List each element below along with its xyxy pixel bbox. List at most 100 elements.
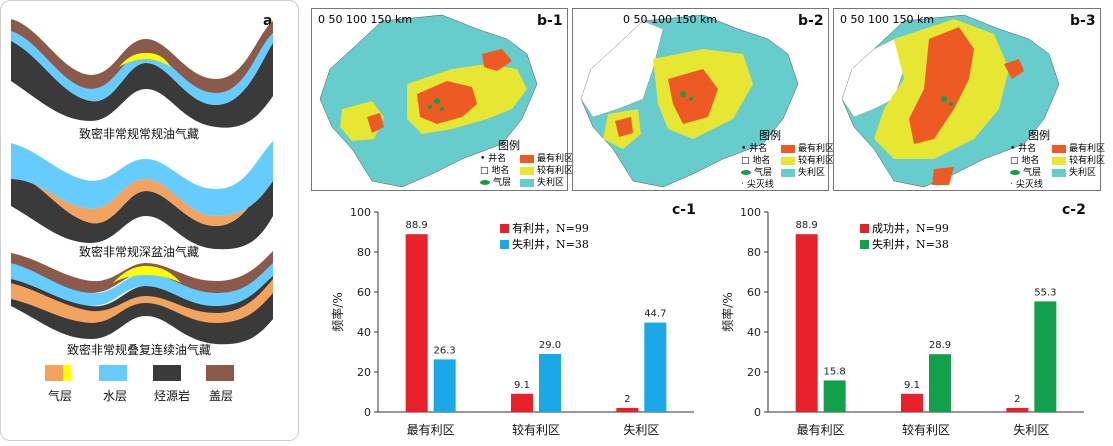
bar: [1034, 301, 1057, 412]
bar-value-label: 44.7: [644, 309, 666, 320]
legend-title: 图例: [759, 129, 781, 142]
panel-a-label: a: [263, 13, 273, 29]
legend-best: 最有利区: [520, 151, 573, 164]
map-b-2-legend: 图例 • 井名 □ 地名 气层 ˑ 尖灭线 最有利区 较有利区 失利区: [741, 127, 834, 191]
legend-good: 较有利区: [781, 153, 834, 166]
legend-title: 图例: [498, 139, 520, 152]
y-tick-label: 0: [754, 406, 761, 419]
category-label: 最有利区: [407, 423, 455, 437]
legend-water-label: 水层: [103, 389, 128, 403]
bar-value-label: 9.1: [904, 380, 920, 391]
legend-gas: 气层: [1010, 165, 1041, 178]
bar-chart-svg: 0 20 40 60 80 100 频率/% 88.9 15.8 最有利区 9.1 28.9 较有利区 2…: [720, 206, 1084, 437]
bar-value-label: 88.9: [406, 220, 428, 231]
bar-value-label: 2: [624, 394, 630, 405]
reservoir-cross-sections: [11, 19, 273, 345]
model-deep-basin-diagram: [11, 141, 273, 250]
legend-well: • 井名: [1010, 144, 1037, 154]
legend-well: • 井名: [741, 144, 768, 154]
bar: [644, 322, 667, 412]
map-b-2-drawing: [580, 14, 799, 188]
y-tick-label: 100: [740, 206, 761, 219]
bar: [795, 234, 818, 412]
cap-rock-swatch: [206, 365, 234, 381]
map-b-3-label: b-3: [1070, 13, 1096, 29]
model-stacked-continuous-diagram: [11, 251, 273, 345]
y-tick-label: 60: [747, 286, 761, 299]
y-tick-label: 80: [747, 246, 761, 259]
legend-gas-label: 气层: [48, 389, 73, 403]
legend-gas: 气层: [741, 165, 772, 178]
legend-good: 较有利区: [520, 163, 573, 176]
legend-place: □ 地名: [1010, 156, 1040, 166]
legend-series-2: 失利井，N=38: [500, 236, 589, 252]
map-b-2-label: b-2: [798, 13, 824, 29]
category-label: 失利区: [1013, 422, 1049, 437]
bar: [405, 234, 428, 412]
bar-value-label: 28.9: [929, 340, 951, 351]
bar: [901, 393, 923, 412]
legend-best: 最有利区: [781, 141, 834, 154]
y-tick-label: 60: [357, 286, 371, 299]
legend-fail: 失利区: [781, 165, 825, 178]
bar-value-label: 29.0: [539, 340, 561, 351]
bar-value-label: 88.9: [796, 220, 818, 231]
legend-good: 较有利区: [1052, 153, 1105, 166]
scale-bar: 0 50 100 150 km: [623, 13, 718, 26]
legend-series-1: 有利井，N=99: [500, 220, 589, 236]
legend-well: • 井名: [480, 154, 507, 164]
bar-value-label: 55.3: [1034, 287, 1056, 298]
map-b-1-label: b-1: [537, 13, 563, 29]
legend-source-rock-label: 烃源岩: [154, 389, 191, 403]
map-b-1: 0 50 100 150 km b-1 图例 • 井名 □ 地名 气层 最有利区…: [311, 8, 573, 191]
bar: [1006, 408, 1029, 412]
y-tick-label: 20: [357, 366, 371, 379]
model-conventional-diagram: [11, 19, 273, 128]
legend-series-2: 失利井，N=38: [860, 236, 949, 252]
bar-value-label: 9.1: [514, 380, 530, 391]
source-rock-swatch: [153, 365, 181, 381]
bar: [616, 408, 639, 412]
bar: [823, 380, 846, 412]
category-label: 最有利区: [797, 423, 845, 437]
y-tick-label: 0: [364, 406, 371, 419]
chart-c-1-label: c-1: [672, 202, 696, 218]
bar-value-label: 2: [1014, 394, 1020, 405]
category-label: 较有利区: [902, 422, 950, 437]
chart-c-2: 0 20 40 60 80 100 频率/% 88.9 15.8 最有利区 9.1 28.9 较有利区 2…: [710, 200, 1100, 446]
chart-c-1: 0 20 40 60 80 100 频率/% 88.9 26.3 最有利区 9.1 29.0 较有利区 2…: [320, 200, 710, 446]
bar-value-label: 26.3: [434, 345, 456, 356]
y-tick-label: 80: [357, 246, 371, 259]
map-b-3: 0 50 100 150 km b-3 图例 • 井名 □ 地名 气层 ˑ 尖灭…: [833, 8, 1105, 191]
caption-conventional: 致密非常规常规油气藏: [79, 127, 200, 141]
y-axis-label: 频率/%: [720, 292, 735, 331]
legend-series-1: 成功井，N=99: [860, 220, 949, 236]
legend-place: □ 地名: [480, 166, 510, 176]
legend-pinchout: ˑ 尖灭线: [1010, 180, 1043, 190]
bar-chart-svg: 0 20 40 60 80 100 频率/% 88.9 26.3 最有利区 9.1 29.0 较有利区 2…: [330, 206, 694, 437]
panel-a-reservoir-models: a 致密非常规常规油气藏 致密非常规深盆油气藏 致密非常规叠复连续油气藏: [0, 0, 299, 441]
legend-place: □ 地名: [741, 156, 771, 166]
bar: [433, 359, 456, 412]
caption-stacked-continuous: 致密非常规叠复连续油气藏: [67, 343, 212, 357]
legend-title: 图例: [1028, 129, 1050, 142]
y-tick-label: 40: [357, 326, 371, 339]
legend-fail: 失利区: [1052, 165, 1096, 178]
legend-cap-rock-label: 盖层: [209, 389, 234, 403]
y-tick-label: 40: [747, 326, 761, 339]
caption-deep-basin: 致密非常规深盆油气藏: [79, 245, 200, 259]
y-axis-label: 频率/%: [330, 292, 345, 331]
bar: [539, 354, 561, 412]
category-label: 失利区: [623, 422, 659, 437]
bar: [929, 354, 951, 412]
bar: [511, 393, 533, 412]
legend-pinchout: ˑ 尖灭线: [741, 180, 774, 190]
bar-value-label: 15.8: [824, 366, 846, 377]
legend-fail: 失利区: [520, 175, 564, 188]
gas-layer-swatch: [45, 365, 63, 381]
y-tick-label: 100: [350, 206, 371, 219]
legend-gas: 气层: [480, 175, 511, 188]
legend-best: 最有利区: [1052, 141, 1105, 154]
map-b-3-drawing: [841, 14, 1060, 188]
chart-c-2-label: c-2: [1062, 202, 1086, 218]
